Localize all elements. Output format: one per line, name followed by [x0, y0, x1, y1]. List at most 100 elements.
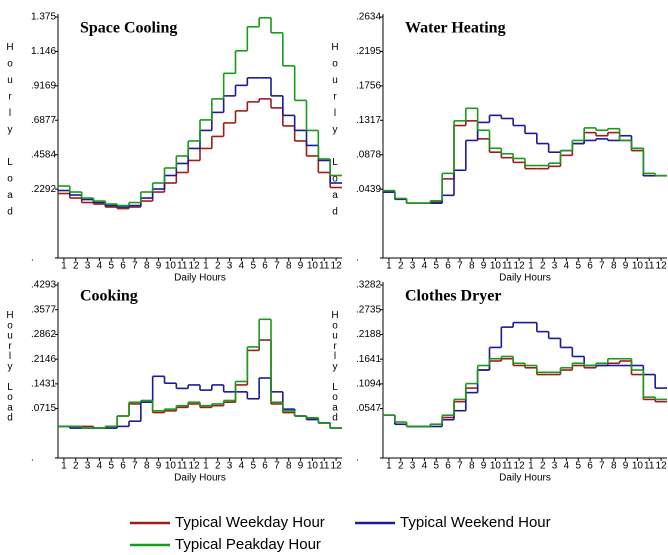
x-tick-label: 10 [307, 261, 319, 272]
x-tick-label: 5 [575, 461, 581, 472]
y-tick-label: .0715 [31, 403, 56, 414]
x-tick-label: 1 [386, 261, 392, 272]
x-tick-label: 2 [398, 461, 404, 472]
y-tick-label: .2146 [31, 354, 56, 365]
y-tick-label: .0439 [356, 184, 381, 195]
x-tick-label: 12 [189, 461, 201, 472]
x-tick-label: 11 [644, 461, 655, 472]
x-tick-label: 4 [97, 261, 103, 272]
x-axis-title: Daily Hours [499, 273, 551, 284]
x-tick-label: 10 [632, 461, 644, 472]
x-tick-label: 5 [108, 461, 114, 472]
x-tick-label: 12 [189, 261, 201, 272]
y-tick-label: . [31, 253, 34, 264]
x-tick-label: 7 [274, 461, 280, 472]
x-tick-label: 5 [250, 261, 256, 272]
x-tick-label: 9 [298, 261, 304, 272]
x-tick-label: 2 [398, 261, 404, 272]
y-tick-label: .4293 [31, 280, 56, 291]
x-tick-label: 3 [410, 261, 416, 272]
step-connector [92, 340, 331, 429]
x-tick-label: 6 [587, 461, 593, 472]
step-connector [394, 356, 656, 427]
x-tick-label: 6 [262, 461, 268, 472]
x-tick-label: 5 [433, 261, 439, 272]
x-tick-label: 10 [490, 261, 502, 272]
x-tick-label: 2 [540, 461, 546, 472]
x-tick-label: 7 [457, 461, 463, 472]
x-tick-label: 10 [165, 461, 177, 472]
step-connector [69, 77, 331, 208]
x-tick-label: 1 [203, 461, 209, 472]
x-tick-label: 7 [274, 261, 280, 272]
x-tick-label: 9 [481, 461, 487, 472]
x-tick-label: 8 [286, 261, 292, 272]
y-tick-label: .1641 [356, 354, 381, 365]
chart-title: Cooking [80, 288, 138, 305]
x-tick-label: 12 [331, 461, 343, 472]
x-tick-label: 6 [445, 261, 451, 272]
x-tick-label: 1 [528, 261, 534, 272]
chart-title: Space Cooling [80, 20, 177, 37]
y-tick-label: .4584 [31, 149, 56, 160]
x-tick-label: 6 [262, 261, 268, 272]
y-tick-label: 1.375 [31, 12, 56, 23]
x-tick-label: 11 [319, 261, 330, 272]
x-tick-label: 6 [445, 461, 451, 472]
x-tick-label: 1 [61, 461, 67, 472]
x-tick-label: 6 [587, 261, 593, 272]
x-tick-label: 4 [564, 461, 570, 472]
x-axis-title: Daily Hours [499, 473, 551, 484]
x-tick-label: 8 [286, 461, 292, 472]
x-tick-label: 2 [73, 261, 79, 272]
x-tick-label: 3 [552, 461, 558, 472]
x-tick-label: 4 [564, 261, 570, 272]
x-tick-label: 8 [611, 461, 617, 472]
y-tick-label: .0547 [356, 403, 381, 414]
x-tick-label: 3 [227, 461, 233, 472]
x-tick-label: 8 [611, 261, 617, 272]
x-tick-label: 7 [132, 261, 138, 272]
step-connector [394, 322, 656, 427]
x-tick-label: 11 [644, 261, 655, 272]
step-connector [80, 319, 331, 429]
x-tick-label: 9 [156, 461, 162, 472]
x-tick-label: 1 [203, 261, 209, 272]
x-tick-label: 12 [656, 461, 668, 472]
x-tick-label: 4 [239, 261, 245, 272]
x-tick-label: 6 [120, 261, 126, 272]
x-tick-label: 11 [502, 461, 513, 472]
x-tick-label: 12 [514, 461, 526, 472]
x-tick-label: 11 [177, 461, 188, 472]
x-tick-label: 7 [599, 461, 605, 472]
y-tick-label: .3577 [31, 304, 56, 315]
x-tick-label: 9 [623, 261, 629, 272]
x-tick-label: 4 [239, 461, 245, 472]
x-tick-label: 2 [73, 461, 79, 472]
y-tick-label: .9169 [31, 80, 56, 91]
y-tick-label: .2195 [356, 46, 381, 57]
y-tick-label: .2735 [356, 304, 381, 315]
x-tick-label: 3 [552, 261, 558, 272]
chart-title: Water Heating [405, 20, 506, 37]
y-tick-label: .1431 [31, 379, 56, 390]
x-tick-label: 1 [528, 461, 534, 472]
y-tick-label: .2188 [356, 329, 381, 340]
x-tick-label: 1 [61, 261, 67, 272]
x-tick-label: 7 [132, 461, 138, 472]
x-tick-label: 7 [599, 261, 605, 272]
x-tick-label: 5 [108, 261, 114, 272]
x-tick-label: 3 [85, 261, 91, 272]
x-tick-label: 9 [156, 261, 162, 272]
x-tick-label: 8 [469, 261, 475, 272]
legend-label: Typical Peakday Hour [175, 536, 321, 553]
y-tick-label: .3282 [356, 280, 381, 291]
y-tick-label: .2292 [31, 184, 56, 195]
